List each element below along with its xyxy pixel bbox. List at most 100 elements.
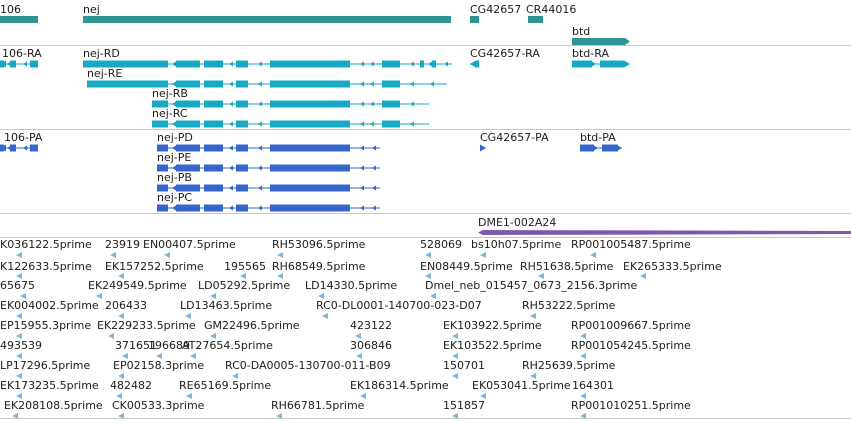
protein-label[interactable]: nej-PE (157, 151, 191, 164)
bac-label[interactable]: DME1-002A24 (478, 216, 556, 229)
est-feature[interactable] (580, 393, 586, 399)
protein-label[interactable]: CG42657-PA (480, 131, 549, 144)
est-feature[interactable] (16, 393, 22, 399)
protein-model-CG42657-PA[interactable] (480, 144, 486, 152)
est-label[interactable]: RP001054245.5prime (571, 339, 691, 352)
est-feature[interactable] (277, 252, 283, 258)
est-feature[interactable] (110, 252, 116, 258)
protein-model-nej-PC[interactable] (157, 204, 380, 212)
gene-feature[interactable] (470, 16, 479, 23)
est-feature[interactable] (318, 293, 324, 299)
est-feature[interactable] (322, 313, 328, 319)
protein-model-nej-PB[interactable] (157, 184, 380, 192)
est-label[interactable]: AT27654.5prime (182, 339, 273, 352)
est-label[interactable]: 493539 (0, 339, 42, 352)
est-feature[interactable] (16, 373, 22, 379)
est-label[interactable]: EP02158.3prime (113, 359, 204, 372)
est-feature[interactable] (425, 252, 431, 258)
est-feature[interactable] (16, 252, 22, 258)
transcript-model-nej-RC[interactable] (152, 120, 429, 128)
gene-label[interactable]: 106 (0, 3, 21, 16)
est-feature[interactable] (277, 273, 283, 279)
est-label[interactable]: 195565 (224, 260, 266, 273)
est-label[interactable]: RH68549.5prime (272, 260, 366, 273)
est-feature[interactable] (20, 293, 26, 299)
est-feature[interactable] (16, 353, 22, 359)
transcript-model-nej-RB[interactable] (152, 100, 429, 108)
est-feature[interactable] (116, 393, 122, 399)
est-label[interactable]: EN08449.5prime (420, 260, 513, 273)
est-label[interactable]: 423122 (350, 319, 392, 332)
est-label[interactable]: 306846 (350, 339, 392, 352)
protein-model-106-PA[interactable] (0, 144, 38, 152)
gene-label[interactable]: CG42657 (470, 3, 521, 16)
gene-feature[interactable] (0, 16, 38, 23)
est-label[interactable]: CK00533.3prime (112, 399, 205, 412)
est-feature[interactable] (276, 413, 282, 419)
gene-feature[interactable] (83, 16, 451, 23)
transcript-model-nej-RD[interactable] (83, 60, 452, 68)
transcript-model-btd-RA[interactable] (572, 60, 630, 68)
est-feature[interactable] (108, 333, 114, 339)
est-feature[interactable] (16, 313, 22, 319)
est-label[interactable]: EK053041.5prime (472, 379, 571, 392)
est-label[interactable]: EK103922.5prime (443, 319, 542, 332)
est-label[interactable]: EK173235.5prime (0, 379, 99, 392)
est-feature[interactable] (452, 373, 458, 379)
est-feature[interactable] (452, 353, 458, 359)
protein-model-nej-PE[interactable] (157, 164, 380, 172)
est-label[interactable]: EK229233.5prime (97, 319, 196, 332)
transcript-label[interactable]: 106-RA (2, 47, 42, 60)
est-feature[interactable] (538, 273, 544, 279)
protein-label[interactable]: btd-PA (580, 131, 616, 144)
est-feature[interactable] (232, 373, 238, 379)
est-feature[interactable] (164, 252, 170, 258)
est-feature[interactable] (580, 353, 586, 359)
gene-feature[interactable] (572, 38, 630, 45)
est-label[interactable]: RP001005487.5prime (571, 238, 691, 251)
est-feature[interactable] (96, 293, 102, 299)
transcript-model-106-RA[interactable] (0, 60, 38, 68)
est-label[interactable]: 196689 (148, 339, 190, 352)
est-feature[interactable] (210, 293, 216, 299)
gene-label[interactable]: CR44016 (526, 3, 576, 16)
est-feature[interactable] (425, 273, 431, 279)
transcript-label[interactable]: nej-RD (83, 47, 120, 60)
est-label[interactable]: RH53222.5prime (522, 299, 616, 312)
est-feature[interactable] (480, 252, 486, 258)
protein-label[interactable]: nej-PB (157, 171, 192, 184)
gene-label[interactable]: btd (572, 25, 590, 38)
est-label[interactable]: EK157252.5prime (105, 260, 204, 273)
est-label[interactable]: 528069 (420, 238, 462, 251)
est-label[interactable]: RC0-DL0001-140700-023-D07 (316, 299, 482, 312)
protein-model-nej-PD[interactable] (157, 144, 380, 152)
est-feature[interactable] (118, 313, 124, 319)
protein-label[interactable]: nej-PC (157, 191, 192, 204)
est-feature[interactable] (185, 313, 191, 319)
est-feature[interactable] (480, 393, 486, 399)
gene-feature[interactable] (528, 16, 543, 23)
est-label[interactable]: RH53096.5prime (272, 238, 366, 251)
gene-label[interactable]: nej (83, 3, 100, 16)
est-feature[interactable] (355, 333, 361, 339)
transcript-label[interactable]: nej-RC (152, 107, 188, 120)
est-label[interactable]: 23919 (105, 238, 140, 251)
protein-label[interactable]: 106-PA (4, 131, 43, 144)
transcript-label[interactable]: nej-RE (87, 67, 122, 80)
est-feature[interactable] (530, 313, 536, 319)
est-label[interactable]: EK004002.5prime (0, 299, 99, 312)
est-feature[interactable] (12, 413, 18, 419)
est-label[interactable]: RP001009667.5prime (571, 319, 691, 332)
est-feature[interactable] (190, 353, 196, 359)
est-label[interactable]: LP17296.5prime (0, 359, 91, 372)
est-label[interactable]: EN00407.5prime (143, 238, 236, 251)
bac-feature[interactable] (478, 230, 851, 235)
est-label[interactable]: EK265333.5prime (623, 260, 722, 273)
est-label[interactable]: 65675 (0, 279, 35, 292)
est-label[interactable]: EK103522.5prime (443, 339, 542, 352)
transcript-label[interactable]: btd-RA (572, 47, 609, 60)
est-feature[interactable] (122, 353, 128, 359)
est-label[interactable]: 150701 (443, 359, 485, 372)
protein-model-btd-PA[interactable] (580, 144, 622, 152)
est-label[interactable]: RH25639.5prime (522, 359, 616, 372)
